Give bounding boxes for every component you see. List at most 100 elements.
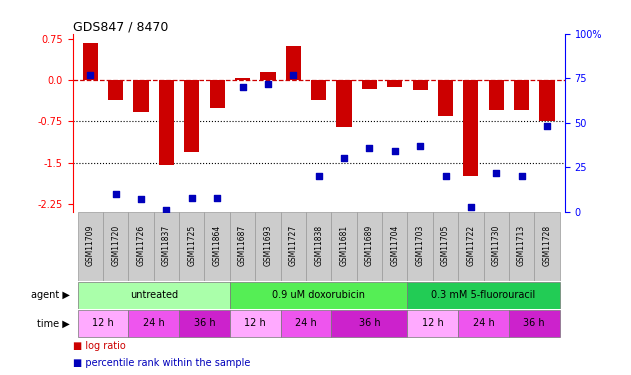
Text: GSM11703: GSM11703 (416, 225, 425, 266)
Text: GSM11837: GSM11837 (162, 225, 171, 266)
Text: GSM11864: GSM11864 (213, 225, 221, 266)
Text: time ▶: time ▶ (37, 318, 69, 328)
Bar (235, 78, 250, 80)
Bar (311, 80, 326, 99)
Bar (281, 212, 306, 281)
Bar (209, 80, 225, 108)
Text: 12 h: 12 h (244, 318, 266, 328)
Text: untreated: untreated (130, 290, 178, 300)
Bar (154, 212, 179, 281)
Text: 24 h: 24 h (295, 318, 317, 328)
Bar (184, 80, 199, 152)
Bar (261, 72, 276, 80)
Text: 12 h: 12 h (422, 318, 444, 328)
Bar (514, 80, 529, 111)
Point (415, 143, 425, 149)
Bar (78, 212, 103, 281)
Bar (78, 310, 128, 337)
Bar (83, 43, 98, 80)
Point (314, 173, 324, 179)
Text: ■ percentile rank within the sample: ■ percentile rank within the sample (73, 358, 250, 368)
Bar (382, 212, 408, 281)
Bar (128, 212, 154, 281)
Point (187, 195, 197, 201)
Text: GSM11689: GSM11689 (365, 225, 374, 266)
Bar (179, 310, 230, 337)
Text: 0.3 mM 5-fluorouracil: 0.3 mM 5-fluorouracil (432, 290, 536, 300)
Bar (336, 80, 351, 127)
Text: GSM11728: GSM11728 (543, 225, 551, 266)
Point (237, 84, 247, 90)
Bar (488, 80, 504, 111)
Point (263, 81, 273, 87)
Text: 24 h: 24 h (143, 318, 165, 328)
Bar (458, 212, 483, 281)
Bar (408, 212, 433, 281)
Point (85, 72, 95, 78)
Text: GSM11687: GSM11687 (238, 225, 247, 266)
Point (517, 173, 527, 179)
Bar (230, 212, 255, 281)
Text: GSM11713: GSM11713 (517, 225, 526, 266)
Bar (408, 310, 458, 337)
Bar (540, 80, 555, 122)
Bar (179, 212, 204, 281)
Bar (286, 46, 301, 80)
Bar (357, 212, 382, 281)
Text: agent ▶: agent ▶ (30, 290, 69, 300)
Point (162, 207, 172, 213)
Text: 24 h: 24 h (473, 318, 495, 328)
Bar (159, 80, 174, 165)
Bar (463, 80, 478, 176)
Bar (255, 212, 281, 281)
Text: 12 h: 12 h (92, 318, 114, 328)
Bar (204, 212, 230, 281)
Bar (133, 80, 149, 112)
Text: GSM11722: GSM11722 (466, 225, 475, 266)
Text: GSM11681: GSM11681 (339, 225, 348, 266)
Point (136, 196, 146, 202)
Point (440, 173, 451, 179)
Text: GSM11705: GSM11705 (441, 225, 450, 266)
Bar (103, 212, 128, 281)
Text: GDS847 / 8470: GDS847 / 8470 (73, 21, 168, 34)
Text: GSM11720: GSM11720 (111, 225, 120, 266)
Bar (306, 212, 331, 281)
Point (212, 195, 222, 201)
Text: GSM11838: GSM11838 (314, 225, 323, 266)
Bar (509, 310, 560, 337)
Bar (331, 212, 357, 281)
Point (339, 155, 349, 161)
Bar (128, 310, 179, 337)
Point (110, 191, 121, 197)
Point (364, 145, 374, 151)
Point (491, 170, 501, 176)
Bar (458, 310, 509, 337)
Bar (483, 212, 509, 281)
Text: 36 h: 36 h (358, 318, 380, 328)
Text: ■ log ratio: ■ log ratio (73, 341, 126, 351)
Text: GSM11693: GSM11693 (263, 225, 273, 266)
Text: GSM11709: GSM11709 (86, 225, 95, 266)
Text: 36 h: 36 h (524, 318, 545, 328)
Text: 0.9 uM doxorubicin: 0.9 uM doxorubicin (272, 290, 365, 300)
Bar (438, 80, 453, 116)
Bar (230, 282, 408, 309)
Bar (387, 80, 403, 87)
Bar (230, 310, 281, 337)
Bar (408, 282, 560, 309)
Bar (534, 212, 560, 281)
Bar (433, 212, 458, 281)
Text: GSM11726: GSM11726 (136, 225, 146, 266)
Point (288, 72, 298, 78)
Bar (281, 310, 331, 337)
Text: GSM11730: GSM11730 (492, 225, 501, 266)
Text: GSM11704: GSM11704 (390, 225, 399, 266)
Bar (78, 282, 230, 309)
Bar (331, 310, 408, 337)
Text: GSM11727: GSM11727 (289, 225, 298, 266)
Bar (108, 80, 123, 99)
Bar (362, 80, 377, 88)
Point (542, 123, 552, 129)
Bar (509, 212, 534, 281)
